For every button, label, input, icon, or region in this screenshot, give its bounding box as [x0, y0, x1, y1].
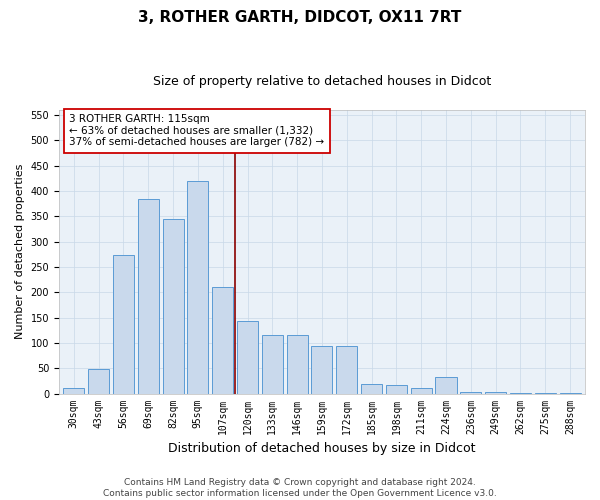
Bar: [361, 384, 382, 394]
Bar: [336, 346, 358, 394]
Bar: [287, 335, 308, 394]
Bar: [88, 370, 109, 394]
Text: Contains HM Land Registry data © Crown copyright and database right 2024.
Contai: Contains HM Land Registry data © Crown c…: [103, 478, 497, 498]
Text: 3 ROTHER GARTH: 115sqm
← 63% of detached houses are smaller (1,332)
37% of semi-: 3 ROTHER GARTH: 115sqm ← 63% of detached…: [70, 114, 325, 148]
Bar: [485, 392, 506, 394]
Bar: [163, 219, 184, 394]
Bar: [510, 392, 531, 394]
Y-axis label: Number of detached properties: Number of detached properties: [15, 164, 25, 340]
X-axis label: Distribution of detached houses by size in Didcot: Distribution of detached houses by size …: [168, 442, 476, 455]
Bar: [460, 392, 481, 394]
Bar: [113, 256, 134, 394]
Bar: [535, 393, 556, 394]
Bar: [436, 378, 457, 394]
Bar: [187, 182, 208, 394]
Bar: [212, 287, 233, 394]
Bar: [311, 346, 332, 394]
Bar: [410, 388, 432, 394]
Bar: [137, 198, 159, 394]
Title: Size of property relative to detached houses in Didcot: Size of property relative to detached ho…: [153, 75, 491, 88]
Bar: [63, 388, 85, 394]
Text: 3, ROTHER GARTH, DIDCOT, OX11 7RT: 3, ROTHER GARTH, DIDCOT, OX11 7RT: [139, 10, 461, 25]
Bar: [262, 335, 283, 394]
Bar: [386, 385, 407, 394]
Bar: [560, 393, 581, 394]
Bar: [237, 321, 258, 394]
